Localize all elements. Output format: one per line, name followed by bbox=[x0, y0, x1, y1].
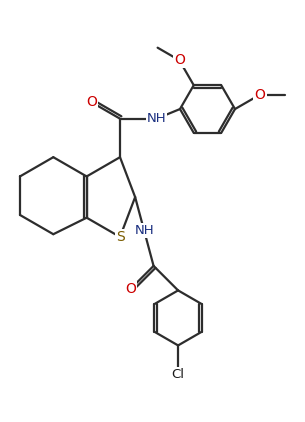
Text: O: O bbox=[125, 282, 136, 296]
Text: O: O bbox=[255, 88, 265, 102]
Text: O: O bbox=[86, 95, 97, 109]
Text: NH: NH bbox=[147, 112, 167, 125]
Text: Cl: Cl bbox=[172, 368, 185, 381]
Text: S: S bbox=[116, 230, 124, 244]
Text: O: O bbox=[174, 53, 185, 67]
Text: NH: NH bbox=[134, 224, 154, 237]
